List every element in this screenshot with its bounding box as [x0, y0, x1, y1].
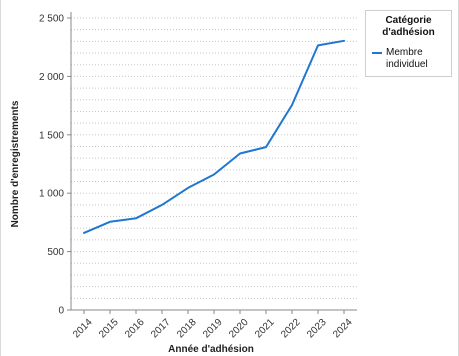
x-tick-label: 2017 [149, 317, 173, 341]
legend-label: Membre individuel [386, 47, 428, 70]
y-axis-title: Nombre d'enregistrements [10, 100, 21, 227]
x-tick-label: 2024 [331, 317, 355, 341]
x-tick-label: 2015 [97, 317, 121, 341]
x-tick-label: 2023 [305, 317, 329, 341]
y-tick-label: 1 500 [39, 130, 64, 141]
y-tick-label: 1 000 [39, 189, 64, 200]
data-point[interactable] [290, 103, 295, 108]
y-tick-label: 2 500 [39, 14, 64, 25]
x-tick-label: 2018 [175, 317, 199, 341]
data-point[interactable] [212, 172, 217, 177]
grid-lines [71, 17, 357, 299]
axes [67, 12, 357, 314]
x-tick-label: 2016 [123, 317, 147, 341]
x-tick-label: 2022 [279, 317, 303, 341]
data-point[interactable] [108, 219, 113, 224]
data-point[interactable] [316, 43, 321, 48]
x-tick-label: 2021 [253, 317, 277, 341]
y-tick-label: 500 [47, 247, 64, 258]
data-point[interactable] [134, 216, 139, 221]
series-lines [82, 38, 347, 235]
y-tick-label: 0 [58, 306, 64, 317]
y-tick-labels: 0 500 1 000 1 500 2 000 2 500 [39, 14, 64, 317]
x-tick-label: 2019 [201, 317, 225, 341]
series-line-0 [83, 39, 345, 234]
data-point[interactable] [264, 145, 269, 150]
x-tick-label: 2020 [227, 317, 251, 341]
data-point[interactable] [186, 185, 191, 190]
x-axis-title: Année d'adhésion [168, 344, 254, 355]
data-point[interactable] [342, 38, 347, 43]
x-tick-labels: 2014 2015 2016 2017 2018 2019 2020 2021 2022 2023… [71, 317, 355, 341]
data-point[interactable] [238, 151, 243, 156]
data-point[interactable] [82, 230, 87, 235]
legend: Catégorie d'adhésion Membre individuel [365, 10, 452, 77]
legend-swatch [372, 52, 382, 54]
data-point[interactable] [160, 202, 165, 207]
y-tick-label: 2 000 [39, 72, 64, 83]
legend-title: Catégorie d'adhésion [382, 15, 435, 38]
x-tick-label: 2014 [71, 317, 95, 341]
